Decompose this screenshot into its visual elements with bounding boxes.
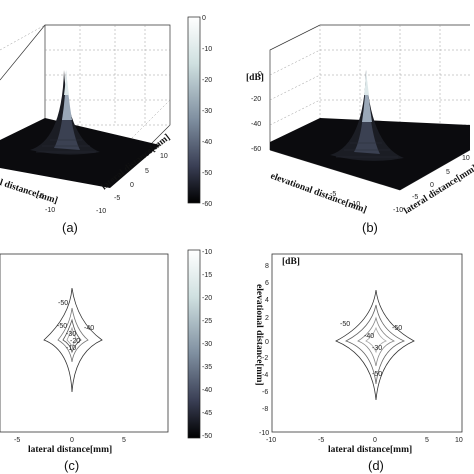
panel-a-tick-lateral-4: -10	[96, 208, 106, 215]
panel-d-axes	[271, 253, 463, 433]
panel-c-contour-label-5: -10	[66, 345, 76, 352]
colorbar-bottom-tick-2: -20	[202, 295, 212, 302]
panel-d-tick-y-9: -10	[259, 430, 269, 437]
panel-b-tick-lateral-0: 10	[462, 155, 470, 162]
panel-c-tick-x-0: -5	[14, 437, 20, 444]
panel-d-tick-y-5: -2	[262, 355, 268, 362]
panel-d-tick-y-4: 0	[265, 339, 269, 346]
panel-d-contour-label-0: -50	[340, 321, 350, 328]
panel-b-tick-lateral-2: 0	[430, 182, 434, 189]
panel-d-tick-y-6: -4	[262, 372, 268, 379]
panel-c: -50 -50 -40 -30 -20 -10 -5 0 5 lateral d…	[0, 253, 169, 473]
colorbar-bottom-tick-1: -15	[202, 272, 212, 279]
panel-b-caption: (b)	[362, 220, 378, 235]
panel-d-contour-label-1: -50	[392, 325, 402, 332]
panel-d-tick-y-2: 4	[265, 297, 269, 304]
colorbar-bottom-tick-0: -10	[202, 249, 212, 256]
panel-c-contour-label-1: -50	[57, 323, 67, 330]
colorbar-bottom: -10 -15 -20 -25 -30 -35 -40 -45 -50	[187, 249, 212, 440]
panel-d-tick-x-3: 5	[425, 437, 429, 444]
panel-d-tick-y-1: 6	[265, 280, 269, 287]
panel-d-tick-x-2: 0	[373, 437, 377, 444]
panel-c-contours	[43, 287, 103, 393]
panel-b-tick-lateral-1: 5	[446, 169, 450, 176]
panel-a-tick-elev-1: -10	[45, 207, 55, 214]
panel-c-caption: (c)	[64, 458, 79, 473]
panel-a-caption: (a)	[62, 220, 78, 235]
panel-d-tick-y-8: -8	[262, 406, 268, 413]
panel-b-tick-elev-0: -5	[330, 191, 336, 198]
panel-b-tick-elev-1: -10	[350, 201, 360, 208]
panel-c-axes	[0, 253, 169, 433]
panel-d-tick-y-0: 8	[265, 263, 269, 270]
panel-b-surface	[270, 70, 470, 190]
panel-c-tick-x-1: 0	[70, 437, 74, 444]
colorbar-top: 0 -10 -20 -30 -40 -50 -60	[187, 15, 212, 208]
panel-a-tick-lateral-2: 0	[130, 182, 134, 189]
panel-c-contour-label-3: -30	[66, 331, 76, 338]
panel-d-unit: [dB]	[282, 257, 300, 267]
colorbar-top-tick-3: -30	[202, 108, 212, 115]
colorbar-bottom-tick-8: -50	[202, 433, 212, 440]
panel-a-tick-lateral-1: 5	[145, 168, 149, 175]
colorbar-bottom-tick-5: -35	[202, 364, 212, 371]
panel-d-lateral-label: lateral distance[mm]	[328, 445, 412, 455]
colorbar-bottom-tick-4: -30	[202, 341, 212, 348]
panel-d-tick-x-1: -5	[318, 437, 324, 444]
colorbar-bottom-tick-7: -45	[202, 410, 212, 417]
panel-c-contour-label-4: -20	[70, 338, 80, 345]
panel-b-tick-z-3: -60	[251, 146, 261, 153]
panel-c-lateral-label: lateral distance[mm]	[28, 445, 112, 455]
colorbar-top-tick-2: -20	[202, 77, 212, 84]
colorbar-bottom-tick-3: -25	[202, 318, 212, 325]
panel-a-tick-lateral-0: 10	[160, 153, 168, 160]
panel-b-elevational-label: elevational distance[mm]	[269, 171, 368, 215]
panel-c-tick-x-2: 5	[122, 437, 126, 444]
panel-d-tick-x-0: -10	[266, 437, 276, 444]
panel-d-contour-label-4: -30	[372, 345, 382, 352]
panel-d-tick-y-7: -6	[262, 389, 268, 396]
panel-a-surface	[0, 70, 160, 188]
panel-d: [dB] elevational distance[mm] 8 6 4 2 0 …	[254, 253, 463, 473]
panel-d-contour-label-3: -40	[364, 333, 374, 340]
panel-a-tick-elev-0: -5	[38, 193, 44, 200]
panel-d-contours	[335, 289, 415, 401]
panel-b-tick-lateral-3: -5	[412, 194, 418, 201]
panel-d-tick-y-3: 2	[265, 315, 269, 322]
colorbar-top-tick-4: -40	[202, 139, 212, 146]
panel-c-contour-label-0: -50	[58, 300, 68, 307]
colorbar-top-tick-1: -10	[202, 46, 212, 53]
panel-d-contour-label-2: -50	[372, 371, 382, 378]
colorbar-top-tick-6: -60	[202, 201, 212, 208]
colorbar-top-tick-0: 0	[202, 15, 206, 22]
colorbar-top-tick-5: -50	[202, 170, 212, 177]
panel-b-tick-z-0: 0	[258, 71, 262, 78]
panel-d-elevational-label: elevational distance[mm]	[254, 284, 264, 386]
panel-b-tick-z-1: -20	[251, 96, 261, 103]
panel-c-contour-label-2: -40	[84, 325, 94, 332]
panel-a: 10 5 0 -5 -10 -5 -10 lateral distance[mm…	[0, 24, 172, 235]
panel-d-tick-x-4: 10	[455, 437, 463, 444]
panel-b-unit: [dB]	[246, 73, 264, 83]
panel-b: [dB] 0 -20 -40 -60 10 5 0 -5 -10 -5 -10 …	[246, 24, 474, 235]
panel-d-caption: (d)	[368, 458, 384, 473]
panel-a-tick-lateral-3: -5	[114, 195, 120, 202]
colorbar-bottom-tick-6: -40	[202, 387, 212, 394]
panel-b-tick-z-2: -40	[251, 121, 261, 128]
panel-b-tick-lateral-4: -10	[393, 207, 403, 214]
